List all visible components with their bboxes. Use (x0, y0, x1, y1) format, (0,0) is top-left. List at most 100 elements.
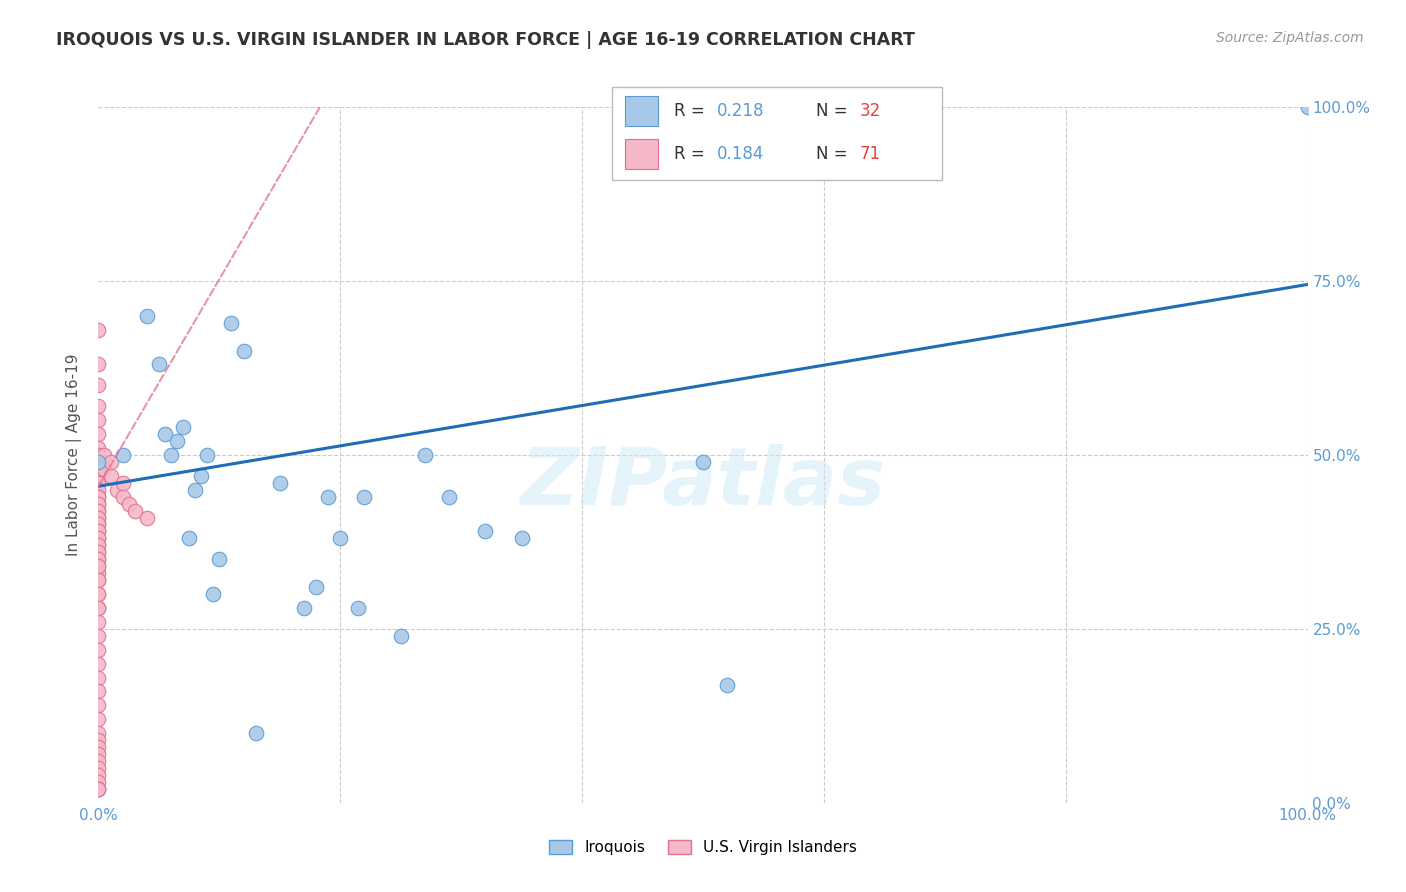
Point (87, 781, 110, 796)
Point (172, 420, 194, 434)
Point (100, 468, 122, 483)
Point (87, 358, 110, 372)
Point (87, 552, 110, 566)
Point (202, 587, 225, 601)
Point (87, 441, 110, 455)
Bar (624, 96, 658, 126)
Point (87, 781, 110, 796)
Point (1296, 100, 1319, 114)
Point (148, 358, 170, 372)
Point (87, 629, 110, 643)
Point (118, 497, 141, 511)
Point (87, 510, 110, 524)
Point (87, 775, 110, 789)
Point (692, 455, 714, 469)
Point (87, 399, 110, 413)
Text: 0.218: 0.218 (717, 102, 765, 120)
Point (87, 587, 110, 601)
Point (347, 601, 370, 615)
Text: N =: N = (817, 145, 853, 163)
Point (87, 740, 110, 755)
Point (87, 559, 110, 574)
Text: 0.184: 0.184 (717, 145, 765, 163)
Text: N =: N = (817, 102, 853, 120)
Point (87, 747, 110, 761)
Point (87, 601, 110, 615)
Point (111, 448, 134, 462)
Text: R =: R = (675, 102, 710, 120)
Point (87, 517, 110, 532)
Point (87, 545, 110, 559)
Point (87, 490, 110, 504)
Point (316, 490, 339, 504)
Point (87, 615, 110, 629)
Text: Source: ZipAtlas.com: Source: ZipAtlas.com (1216, 31, 1364, 45)
Point (87, 761, 110, 775)
Point (87, 671, 110, 685)
Point (245, 726, 267, 740)
Point (87, 378, 110, 392)
Point (87, 559, 110, 574)
Point (413, 448, 436, 462)
Point (87, 552, 110, 566)
Point (135, 309, 157, 323)
Point (87, 524, 110, 539)
Point (269, 475, 291, 490)
Point (87, 573, 110, 587)
Point (195, 448, 218, 462)
Point (166, 434, 188, 448)
Point (716, 677, 738, 691)
Point (93, 448, 115, 462)
Point (87, 510, 110, 524)
Point (87, 524, 110, 539)
Point (87, 455, 110, 469)
Point (510, 532, 533, 546)
Point (329, 532, 352, 546)
Point (87, 545, 110, 559)
Point (124, 503, 146, 517)
Point (87, 538, 110, 552)
FancyBboxPatch shape (612, 87, 942, 180)
Point (87, 462, 110, 476)
Point (87, 781, 110, 796)
Point (111, 475, 134, 490)
Point (87, 657, 110, 671)
Point (87, 497, 110, 511)
Point (184, 483, 207, 497)
Point (292, 601, 315, 615)
Point (474, 524, 496, 539)
Point (87, 517, 110, 532)
Point (87, 503, 110, 517)
Point (389, 629, 412, 643)
Legend: Iroquois, U.S. Virgin Islanders: Iroquois, U.S. Virgin Islanders (543, 834, 863, 862)
Point (87, 726, 110, 740)
Point (305, 580, 328, 594)
Point (105, 483, 128, 497)
Point (87, 601, 110, 615)
Text: ZIPatlas: ZIPatlas (520, 443, 886, 522)
Point (221, 316, 243, 330)
Point (87, 475, 110, 490)
Point (87, 733, 110, 747)
Point (87, 566, 110, 581)
Point (87, 448, 110, 462)
Point (87, 587, 110, 601)
Point (190, 468, 212, 483)
Point (87, 455, 110, 469)
Text: R =: R = (675, 145, 710, 163)
Point (87, 468, 110, 483)
Text: 71: 71 (859, 145, 880, 163)
Point (437, 490, 460, 504)
Point (87, 698, 110, 713)
Point (87, 490, 110, 504)
Point (135, 510, 157, 524)
Point (93, 462, 115, 476)
Point (111, 490, 134, 504)
Point (87, 642, 110, 657)
Point (87, 483, 110, 497)
Point (87, 712, 110, 726)
Point (87, 532, 110, 546)
Point (208, 552, 231, 566)
Point (87, 497, 110, 511)
Point (87, 754, 110, 768)
